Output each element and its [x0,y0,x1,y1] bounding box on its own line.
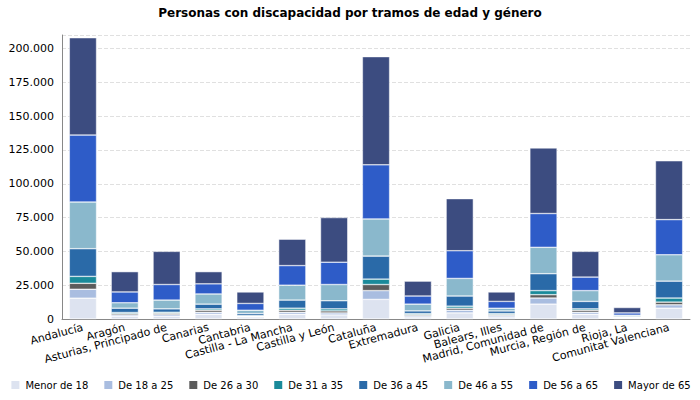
svg-text:150.000: 150.000 [9,110,55,123]
svg-text:Personas con discapacidad por: Personas con discapacidad por tramos de … [158,6,542,20]
svg-text:Castilla y León: Castilla y León [255,321,336,354]
svg-text:Comunitat Valenciana: Comunitat Valenciana [551,321,671,365]
svg-text:200.000: 200.000 [9,42,55,55]
svg-text:Menor de 18: Menor de 18 [25,380,88,391]
svg-text:Extremadura: Extremadura [347,321,419,352]
svg-text:Mayor de 65: Mayor de 65 [628,380,691,391]
svg-text:Murcia, Región de: Murcia, Región de [488,320,587,359]
svg-text:De 36 a 45: De 36 a 45 [373,380,428,391]
svg-text:175.000: 175.000 [9,76,55,89]
svg-text:De 18 a 25: De 18 a 25 [118,380,173,391]
svg-text:De 46 a 55: De 46 a 55 [458,380,513,391]
svg-text:De 56 a 65: De 56 a 65 [543,380,598,391]
svg-text:De 31 a 35: De 31 a 35 [288,380,343,391]
svg-text:100.000: 100.000 [9,177,55,190]
svg-text:Galicia: Galicia [422,320,462,343]
svg-text:75.000: 75.000 [16,211,55,224]
svg-text:0: 0 [47,313,54,326]
svg-text:Madrid, Comunidad de: Madrid, Comunidad de [421,320,546,366]
svg-text:Canarias: Canarias [160,320,211,346]
svg-text:De 26 a 30: De 26 a 30 [203,380,258,391]
svg-text:50.000: 50.000 [16,245,55,258]
svg-text:Andalucía: Andalucía [29,321,85,348]
svg-text:Cataluña: Cataluña [326,320,378,346]
svg-text:125.000: 125.000 [9,143,55,156]
svg-text:25.000: 25.000 [16,279,55,292]
svg-text:Castilla - La Mancha: Castilla - La Mancha [183,320,294,362]
svg-text:Asturias, Principado de: Asturias, Principado de [43,321,169,366]
